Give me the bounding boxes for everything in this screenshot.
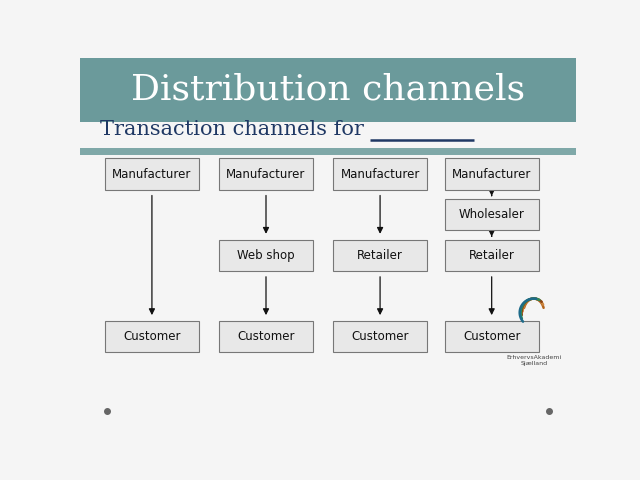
- Text: Manufacturer: Manufacturer: [112, 168, 191, 180]
- Text: Manufacturer: Manufacturer: [227, 168, 306, 180]
- Bar: [445, 321, 539, 352]
- Bar: [219, 158, 313, 190]
- Text: Retailer: Retailer: [357, 249, 403, 262]
- Bar: [445, 199, 539, 230]
- Bar: [219, 321, 313, 352]
- Bar: [445, 158, 539, 190]
- Bar: [105, 321, 199, 352]
- Bar: [105, 158, 199, 190]
- Bar: [80, 58, 576, 122]
- Text: Web shop: Web shop: [237, 249, 295, 262]
- Bar: [333, 158, 428, 190]
- Text: Distribution channels: Distribution channels: [131, 73, 525, 107]
- Text: Manufacturer: Manufacturer: [452, 168, 531, 180]
- Text: ErhvervsAkademi
Sjælland: ErhvervsAkademi Sjælland: [506, 355, 561, 366]
- Text: Transaction channels for: Transaction channels for: [100, 120, 371, 139]
- Bar: [80, 148, 576, 155]
- Bar: [219, 240, 313, 271]
- Text: Customer: Customer: [351, 330, 409, 343]
- Text: Customer: Customer: [237, 330, 295, 343]
- Bar: [445, 240, 539, 271]
- Text: Manufacturer: Manufacturer: [340, 168, 420, 180]
- Text: Retailer: Retailer: [468, 249, 515, 262]
- Text: Customer: Customer: [463, 330, 520, 343]
- Bar: [333, 321, 428, 352]
- Text: Customer: Customer: [123, 330, 180, 343]
- Text: Wholesaler: Wholesaler: [459, 208, 525, 221]
- Bar: [333, 240, 428, 271]
